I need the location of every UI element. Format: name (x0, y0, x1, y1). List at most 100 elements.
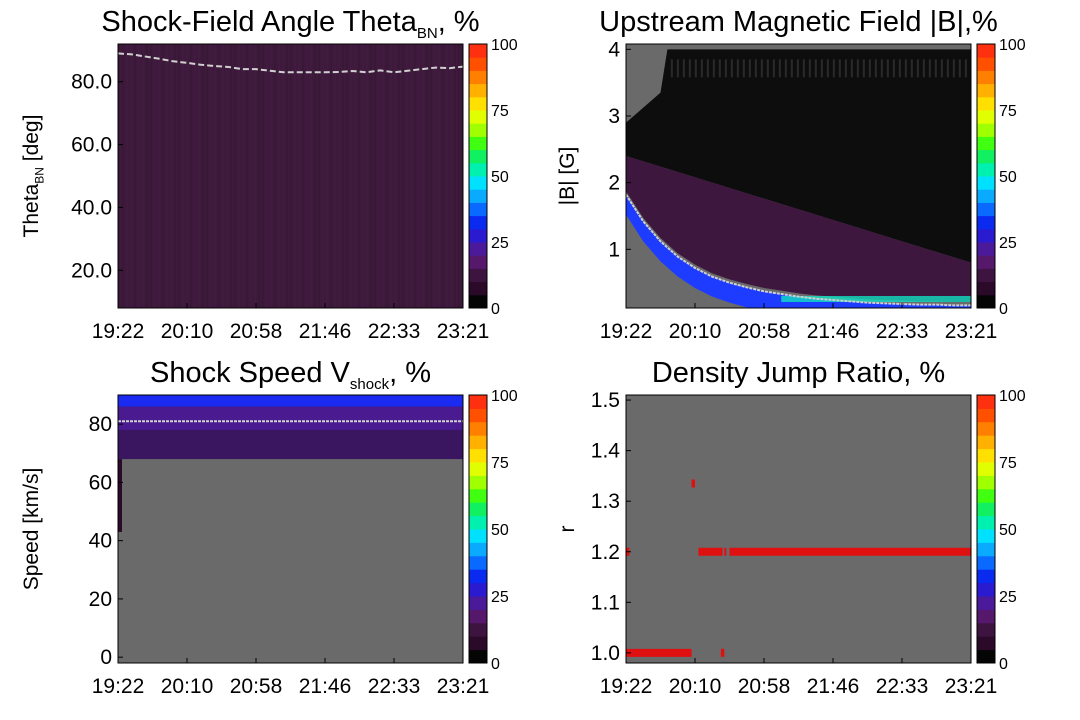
heat-column (414, 44, 416, 308)
x-tick-label: 22:33 (876, 675, 929, 698)
x-tick-label: 19:22 (600, 675, 653, 698)
heat-column (134, 44, 136, 308)
x-tick-label: 23:21 (945, 675, 998, 698)
heat-column (378, 44, 380, 308)
y-tick-label: 3 (608, 105, 620, 128)
colorbar-tick-label: 100 (491, 388, 518, 405)
heat-cell (724, 547, 727, 556)
heat-column (334, 44, 336, 308)
colorbar-segment (977, 448, 995, 463)
colorbar-segment (977, 408, 995, 423)
heat-column (358, 44, 360, 308)
heat-cell (729, 547, 971, 556)
heat-streak (808, 59, 811, 78)
colorbar-segment (469, 110, 487, 124)
trace-line (625, 194, 971, 307)
heat-bright-region (626, 194, 971, 308)
heat-streak (850, 59, 853, 78)
colorbar-tick-label: 50 (999, 522, 1017, 539)
heat-column (402, 44, 404, 308)
heat-streak (760, 59, 763, 78)
colorbar-tick-label: 0 (491, 656, 500, 673)
x-tick-label: 22:33 (368, 675, 421, 698)
heat-column (262, 44, 264, 308)
heat-column (438, 44, 440, 308)
heat-column (330, 44, 332, 308)
heat-column (218, 44, 220, 308)
x-tick-label: 20:10 (161, 320, 214, 343)
heat-column (250, 44, 252, 308)
x-tick-label: 20:10 (669, 675, 722, 698)
panel-2: Upstream Magnetic Field |B|,% 19:22 20:10 2… (556, 6, 1026, 343)
x-tick-label: 20:58 (230, 675, 283, 698)
colorbar-segment (977, 555, 995, 570)
heat-column (398, 44, 400, 308)
y-tick-label: 1.3 (591, 490, 620, 513)
heat-column (158, 44, 160, 308)
heat-column (142, 44, 144, 308)
heat-column (278, 44, 280, 308)
x-tick-label: 23:21 (437, 320, 490, 343)
heat-column (458, 44, 460, 308)
heat-column (310, 44, 312, 308)
heat-column (190, 44, 192, 308)
panel-3: Shock Speed Vshock, % 19:22 20:10 20:58 21:4… (20, 357, 518, 698)
heat-column (138, 44, 140, 308)
heat-streak (682, 59, 685, 78)
colorbar-segment (469, 408, 487, 423)
heat-column (374, 44, 376, 308)
colorbar-segment (469, 649, 487, 664)
colorbar-segment (977, 149, 995, 164)
heat-column (430, 44, 432, 308)
heat-streak (868, 59, 871, 78)
colorbar-tick-label: 75 (999, 455, 1017, 472)
colorbar-segment (977, 636, 995, 651)
colorbar-tick-label: 75 (999, 103, 1017, 120)
plot-frame (625, 394, 972, 664)
colorbar-frame (468, 43, 488, 309)
colorbar-segment (469, 57, 487, 71)
colorbar-segment (469, 281, 487, 296)
colorbar-segment (469, 515, 487, 530)
y-tick-label: 1.0 (591, 642, 620, 665)
heat-column (198, 44, 200, 308)
heat-purple-region (626, 156, 971, 304)
colorbar-tick-label: 25 (999, 589, 1017, 606)
heat-streak (784, 59, 787, 78)
colorbar-segment (469, 215, 487, 230)
heat-streak (880, 59, 883, 78)
colorbar-segment (977, 475, 995, 490)
heat-streak (790, 59, 793, 78)
colorbar-segment (469, 475, 487, 490)
panel-title: Shock Speed Vshock, % (150, 357, 431, 393)
heat-column (234, 44, 236, 308)
colorbar-segment (977, 123, 995, 137)
heat-streak (946, 59, 949, 78)
heat-streak (922, 59, 925, 78)
colorbar-segment (977, 70, 995, 85)
heat-streak (910, 59, 913, 78)
colorbar-frame (468, 394, 488, 664)
heat-column (418, 44, 420, 308)
heat-column (162, 44, 164, 308)
colorbar-segment (469, 228, 487, 243)
heat-streak (700, 59, 703, 78)
colorbar-segment (469, 255, 487, 269)
colorbar-frame (976, 43, 996, 309)
heat-streak (826, 59, 829, 78)
heat-edge (118, 459, 122, 532)
colorbar-segment (469, 242, 487, 256)
panel-title: Shock-Field Angle ThetaBN, % (101, 6, 479, 42)
x-tick-label: 21:46 (807, 320, 860, 343)
colorbar-segment (977, 502, 995, 517)
heat-column (210, 44, 212, 308)
x-tick-label: 19:22 (600, 320, 653, 343)
colorbar-tick-label: 50 (491, 169, 509, 186)
colorbar-segment (977, 582, 995, 597)
heat-column (290, 44, 292, 308)
x-tick-label: 20:10 (161, 675, 214, 698)
heat-column (266, 44, 268, 308)
panel-title: Density Jump Ratio, % (652, 357, 945, 389)
colorbar-segment (469, 83, 487, 98)
heat-column (426, 44, 428, 308)
